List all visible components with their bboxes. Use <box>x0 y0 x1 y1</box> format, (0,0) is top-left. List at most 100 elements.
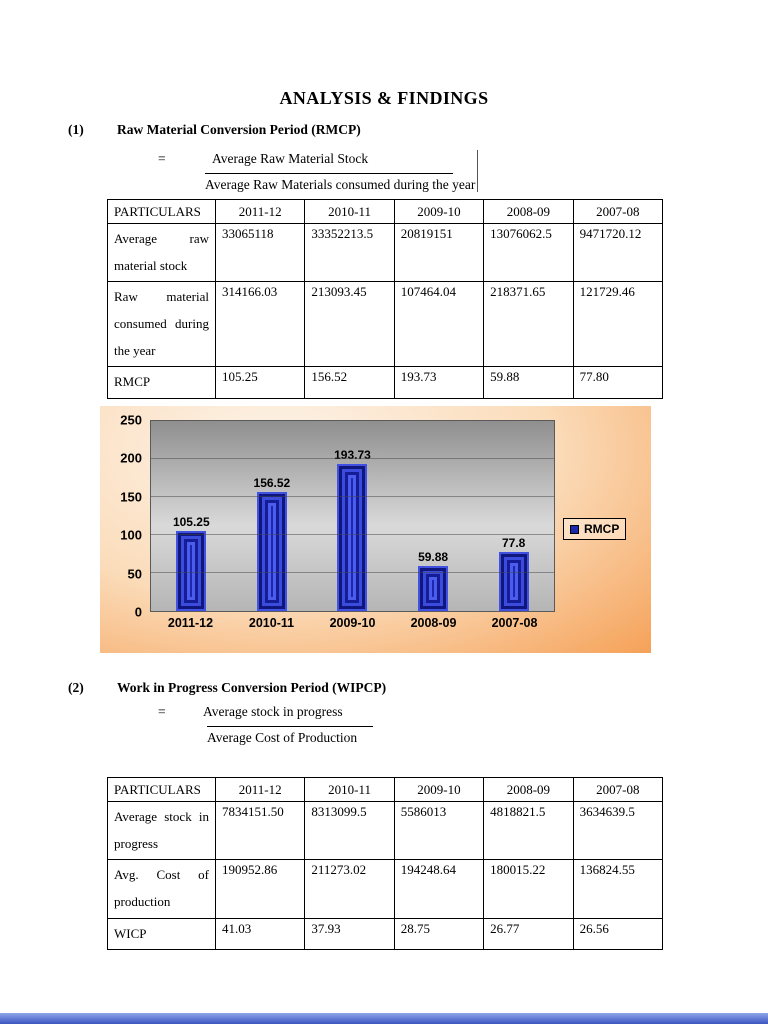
y-tick-label: 200 <box>120 450 142 466</box>
formula-frame-line <box>477 150 478 192</box>
section1-number: (1) <box>68 122 84 137</box>
section2-number: (2) <box>68 680 84 695</box>
y-tick-label: 100 <box>120 527 142 543</box>
x-tick-label: 2011-12 <box>167 616 214 630</box>
bar <box>176 531 207 611</box>
table-row: RMCP 105.25 156.52 193.73 59.88 77.80 <box>107 366 664 399</box>
cell-value: 26.56 <box>572 917 664 951</box>
chart-legend: RMCP <box>563 518 627 540</box>
x-tick-label: 2008-09 <box>410 616 457 630</box>
gridline <box>151 534 554 535</box>
bar <box>498 551 529 611</box>
x-tick-label: 2007-08 <box>491 616 538 630</box>
cell-value: 180015.22 <box>483 859 574 919</box>
section1-heading: Raw Material Conversion Period (RMCP) <box>117 122 361 137</box>
column-header: 2011-12 <box>214 777 306 802</box>
section2-heading: Work in Progress Conversion Period (WIPC… <box>117 680 387 695</box>
y-tick-label: 0 <box>134 604 142 620</box>
cell-value: 4818821.5 <box>483 800 574 861</box>
column-header: 2009-10 <box>393 199 485 224</box>
bar-value-label: 193.73 <box>334 447 371 462</box>
bar-value-label: 105.25 <box>172 515 210 530</box>
bar-slot: 59.88 <box>393 421 474 611</box>
column-header: PARTICULARS <box>107 777 216 802</box>
x-tick-label: 2010-11 <box>248 616 295 630</box>
column-header: PARTICULARS <box>107 199 216 224</box>
bar-slot: 193.73 <box>312 421 393 611</box>
bar-value-label: 59.88 <box>418 549 449 564</box>
x-tick-label: 2009-10 <box>329 616 376 630</box>
cell-value: 211273.02 <box>304 859 395 919</box>
cell-value: 136824.55 <box>572 859 664 919</box>
row-label: Raw material consumed during the year <box>107 281 216 368</box>
data-table: PARTICULARS 2011-12 2010-11 2009-10 2008-09 2… <box>107 199 664 399</box>
gridline <box>151 572 554 573</box>
bar <box>337 463 368 611</box>
section2-formula-numerator: Average stock in progress <box>203 704 343 719</box>
wipcp-table-container: PARTICULARS 2011-12 2010-11 2009-10 2008-09 2… <box>107 777 664 951</box>
bar-slot: 77.8 <box>473 421 554 611</box>
bar-value-label: 77.8 <box>501 535 526 550</box>
cell-value: 105.25 <box>214 366 306 399</box>
bar-slot: 105.25 <box>151 421 232 611</box>
legend-label: RMCP <box>584 522 620 536</box>
gridline <box>151 458 554 459</box>
fraction-bar <box>207 726 373 727</box>
cell-value: 213093.45 <box>304 281 395 368</box>
footer-strip <box>0 1013 768 1024</box>
y-tick-label: 250 <box>120 412 142 428</box>
table-header-row: PARTICULARS 2011-12 2010-11 2009-10 2008-09 2… <box>107 199 664 224</box>
row-label: Average stock in progress <box>107 800 216 861</box>
bar-value-label: 156.52 <box>253 476 291 491</box>
column-header: 2010-11 <box>304 199 395 224</box>
column-header: 2011-12 <box>214 199 306 224</box>
column-header: 2009-10 <box>393 777 485 802</box>
column-header: 2007-08 <box>572 777 664 802</box>
chart-bars: 105.25 156.52 193.73 59.88 77.8 <box>151 421 554 611</box>
chart-y-axis: 0 50 100 150 200 250 <box>100 413 142 620</box>
table-row: Avg. Cost of production 190952.86 211273.0… <box>107 859 664 919</box>
cell-value: 314166.03 <box>214 281 306 368</box>
row-label: WICP <box>107 917 216 951</box>
table-row: WICP 41.03 37.93 28.75 26.77 26.56 <box>107 917 664 951</box>
cell-value: 9471720.12 <box>572 222 664 283</box>
column-header: 2008-09 <box>483 777 574 802</box>
cell-value: 41.03 <box>214 917 306 951</box>
cell-value: 28.75 <box>393 917 485 951</box>
cell-value: 156.52 <box>304 366 395 399</box>
cell-value: 26.77 <box>483 917 574 951</box>
fraction-bar <box>205 173 453 174</box>
rmcp-bar-chart: 0 50 100 150 200 250 105.25 156.52 193.73 59.88 7… <box>100 406 651 653</box>
cell-value: 218371.65 <box>483 281 574 368</box>
cell-value: 121729.46 <box>572 281 664 368</box>
table-row: Average stock in progress 7834151.50 83130… <box>107 800 664 861</box>
cell-value: 77.80 <box>572 366 664 399</box>
cell-value: 193.73 <box>393 366 485 399</box>
table-header-row: PARTICULARS 2011-12 2010-11 2009-10 2008-09 2… <box>107 777 664 802</box>
rmcp-table-container: PARTICULARS 2011-12 2010-11 2009-10 2008-09 2… <box>107 199 664 399</box>
cell-value: 13076062.5 <box>483 222 574 283</box>
section2-equals-sign: = <box>158 704 166 719</box>
table-row: Raw material consumed during the year 314… <box>107 281 664 368</box>
legend-swatch-icon <box>570 524 579 534</box>
cell-value: 33352213.5 <box>304 222 395 283</box>
gridline <box>151 496 554 497</box>
row-label: RMCP <box>107 366 216 399</box>
table-row: Average raw material stock 33065118 333522… <box>107 222 664 283</box>
cell-value: 3634639.5 <box>572 800 664 861</box>
cell-value: 190952.86 <box>214 859 306 919</box>
cell-value: 7834151.50 <box>214 800 306 861</box>
cell-value: 5586013 <box>393 800 485 861</box>
page-title: ANALYSIS & FINDINGS <box>279 88 489 108</box>
cell-value: 107464.04 <box>393 281 485 368</box>
cell-value: 20819151 <box>393 222 485 283</box>
chart-plot-area: 105.25 156.52 193.73 59.88 77.8 <box>150 420 555 612</box>
bar <box>256 492 287 611</box>
section2-formula-denominator: Average Cost of Production <box>207 730 358 745</box>
section1-formula-numerator: Average Raw Material Stock <box>212 151 369 166</box>
bar-slot: 156.52 <box>232 421 313 611</box>
column-header: 2010-11 <box>304 777 395 802</box>
cell-value: 37.93 <box>304 917 395 951</box>
row-label: Avg. Cost of production <box>107 859 216 919</box>
